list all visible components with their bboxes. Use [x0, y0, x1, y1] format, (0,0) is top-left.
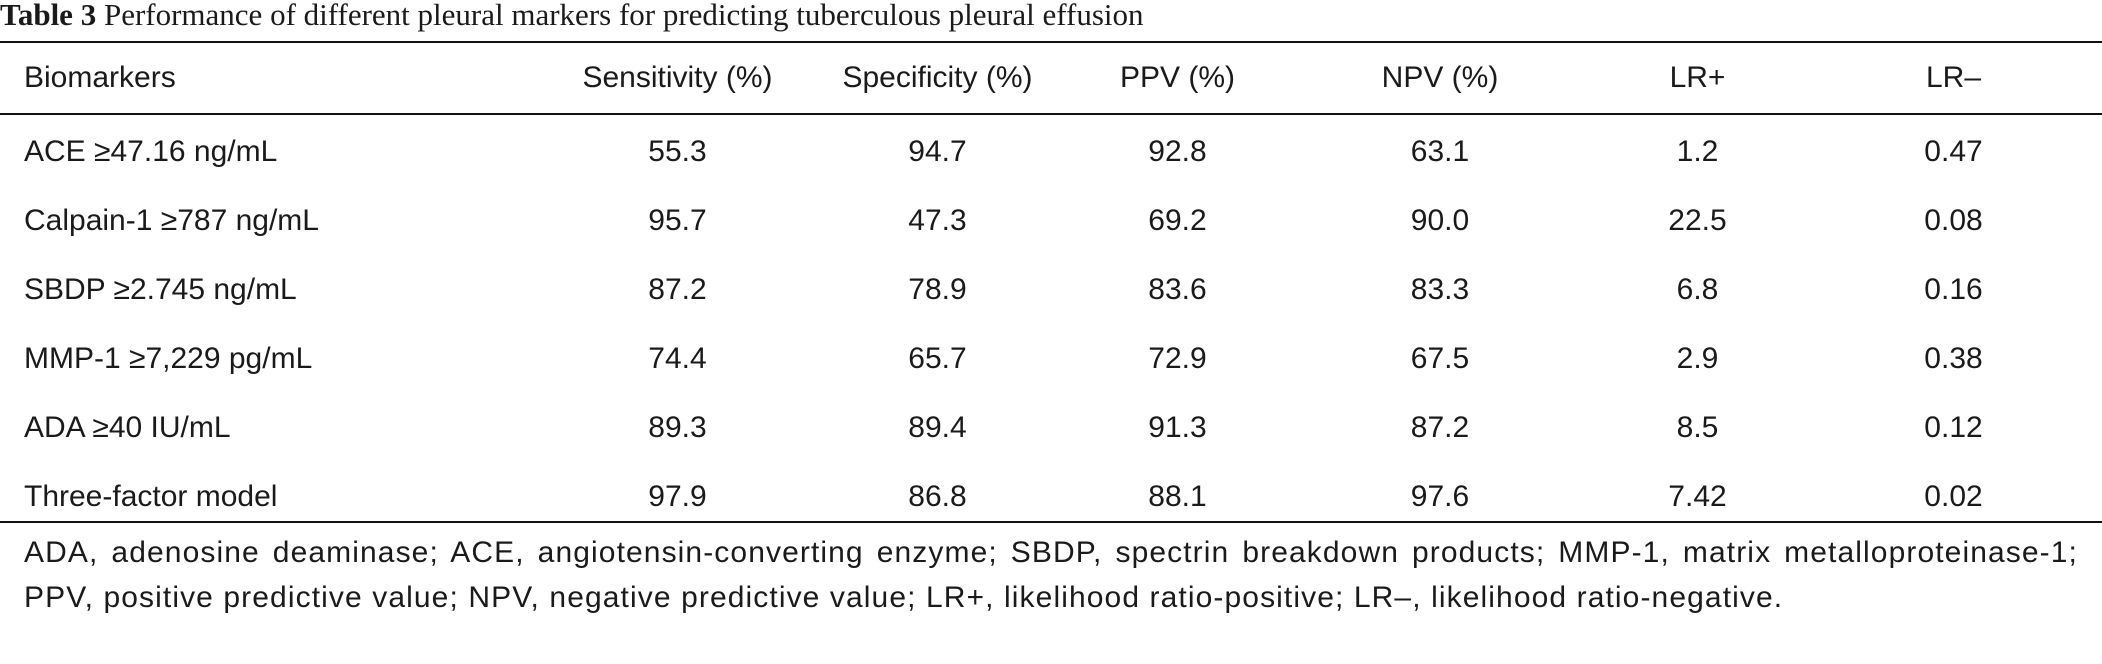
cell-lr-positive: 7.42 — [1668, 479, 1727, 513]
cell-ppv: 72.9 — [1148, 341, 1207, 375]
cell-specificity: 65.7 — [908, 341, 967, 375]
table-footnote: ADA, adenosine deaminase; ACE, angiotens… — [24, 536, 2078, 614]
cell-sensitivity: 97.9 — [648, 479, 707, 513]
cell-biomarker: Three-factor model — [24, 479, 278, 513]
cell-lr-negative: 0.38 — [1924, 341, 1983, 375]
cell-biomarker: MMP-1 ≥7,229 pg/mL — [24, 341, 313, 375]
performance-table: Biomarkers Sensitivity (%) Specificity (… — [0, 43, 2102, 113]
cell-npv: 83.3 — [1410, 272, 1470, 306]
cell-biomarker: ACE ≥47.16 ng/mL — [24, 134, 278, 168]
table-row: ADA ≥40 IU/mL 89.3 89.4 91.3 87.2 8.5 0.… — [0, 393, 2102, 462]
cell-biomarker: Calpain-1 ≥787 ng/mL — [24, 203, 319, 237]
cell-lr-positive: 22.5 — [1668, 203, 1727, 237]
cell-sensitivity: 55.3 — [648, 134, 707, 168]
cell-lr-positive: 2.9 — [1676, 341, 1719, 375]
header-rule — [0, 113, 2102, 115]
cell-npv: 97.6 — [1410, 479, 1470, 513]
table-title: Performance of different pleural markers… — [103, 0, 1144, 32]
table-row: ACE ≥47.16 ng/mL 55.3 94.7 92.8 63.1 1.2… — [0, 117, 2102, 186]
table-row: Three-factor model 97.9 86.8 88.1 97.6 7… — [0, 462, 2102, 531]
cell-specificity: 86.8 — [908, 479, 967, 513]
header-lr-negative: LR– — [1925, 61, 1982, 94]
cell-sensitivity: 74.4 — [648, 341, 707, 375]
cell-lr-negative: 0.02 — [1924, 479, 1983, 513]
cell-specificity: 94.7 — [908, 134, 967, 168]
cell-npv: 90.0 — [1410, 203, 1470, 237]
cell-npv: 63.1 — [1410, 134, 1470, 168]
table-row: MMP-1 ≥7,229 pg/mL 74.4 65.7 72.9 67.5 2… — [0, 324, 2102, 393]
header-specificity: Specificity (%) — [842, 61, 1033, 94]
header-npv: NPV (%) — [1381, 61, 1499, 94]
cell-lr-negative: 0.16 — [1924, 272, 1983, 306]
cell-ppv: 91.3 — [1148, 410, 1207, 444]
table-row: Calpain-1 ≥787 ng/mL 95.7 47.3 69.2 90.0… — [0, 186, 2102, 255]
table-label: Table 3 — [0, 0, 97, 32]
cell-specificity: 47.3 — [908, 203, 967, 237]
cell-lr-positive: 6.8 — [1676, 272, 1719, 306]
cell-lr-negative: 0.08 — [1924, 203, 1983, 237]
header-sensitivity: Sensitivity (%) — [582, 61, 773, 94]
cell-specificity: 89.4 — [908, 410, 967, 444]
top-rule — [0, 41, 2102, 43]
cell-lr-positive: 1.2 — [1676, 134, 1719, 168]
bottom-rule — [0, 521, 2102, 523]
cell-ppv: 88.1 — [1148, 479, 1207, 513]
cell-lr-negative: 0.12 — [1924, 410, 1983, 444]
cell-lr-negative: 0.47 — [1924, 134, 1983, 168]
header-row: Biomarkers Sensitivity (%) Specificity (… — [0, 43, 2102, 113]
cell-npv: 67.5 — [1410, 341, 1470, 375]
cell-sensitivity: 87.2 — [648, 272, 707, 306]
cell-biomarker: SBDP ≥2.745 ng/mL — [24, 272, 297, 306]
table-caption: Table 3 Performance of different pleural… — [0, 0, 1144, 36]
performance-table-body: ACE ≥47.16 ng/mL 55.3 94.7 92.8 63.1 1.2… — [0, 117, 2102, 531]
cell-sensitivity: 95.7 — [648, 203, 707, 237]
cell-ppv: 83.6 — [1148, 272, 1207, 306]
header-biomarkers: Biomarkers — [24, 61, 176, 94]
header-ppv: PPV (%) — [1119, 61, 1236, 94]
cell-ppv: 69.2 — [1148, 203, 1207, 237]
cell-npv: 87.2 — [1410, 410, 1470, 444]
header-lr-positive: LR+ — [1669, 61, 1726, 94]
cell-biomarker: ADA ≥40 IU/mL — [24, 410, 231, 444]
cell-sensitivity: 89.3 — [648, 410, 707, 444]
cell-ppv: 92.8 — [1148, 134, 1207, 168]
cell-lr-positive: 8.5 — [1676, 410, 1719, 444]
table-row: SBDP ≥2.745 ng/mL 87.2 78.9 83.6 83.3 6.… — [0, 255, 2102, 324]
cell-specificity: 78.9 — [908, 272, 967, 306]
